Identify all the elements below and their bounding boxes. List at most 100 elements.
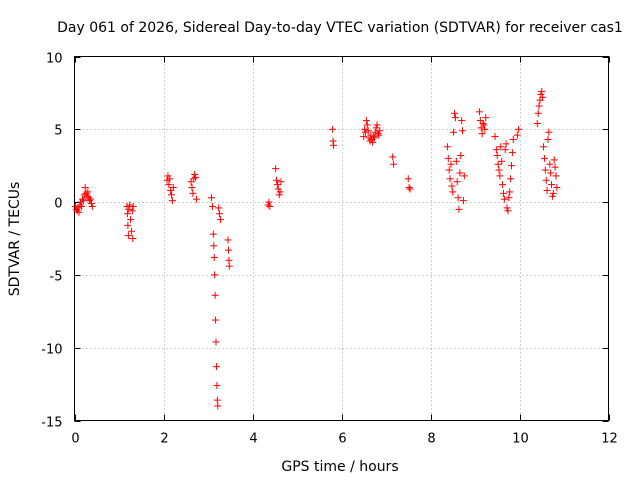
- data-point: [456, 169, 464, 177]
- data-point: [481, 125, 489, 133]
- plot-frame: [74, 56, 609, 421]
- data-point: [76, 201, 84, 209]
- data-point: [480, 121, 488, 129]
- data-point: [277, 178, 285, 186]
- data-point: [364, 127, 372, 135]
- data-point: [192, 195, 200, 203]
- x-axis-label: GPS time / hours: [281, 459, 398, 475]
- data-point: [124, 232, 132, 240]
- x-tick-label: 12: [601, 432, 618, 447]
- data-point: [501, 146, 509, 154]
- data-point: [548, 181, 556, 189]
- data-point: [552, 172, 560, 180]
- data-point: [126, 201, 134, 209]
- data-point: [224, 236, 232, 244]
- data-point: [374, 130, 382, 138]
- x-tick-label: 2: [160, 432, 168, 447]
- data-point: [540, 154, 548, 162]
- data-point: [274, 185, 282, 193]
- data-point: [81, 184, 89, 192]
- data-point: [213, 382, 221, 390]
- data-point: [84, 188, 92, 196]
- data-point: [482, 114, 490, 122]
- data-point: [534, 109, 542, 117]
- data-point: [499, 181, 507, 189]
- x-tick-label: 0: [71, 432, 79, 447]
- data-point: [513, 131, 521, 139]
- data-point: [404, 175, 412, 183]
- data-point: [503, 204, 511, 212]
- x-axis: 0 2 4 6 8 10 12: [71, 56, 618, 447]
- data-point: [124, 221, 132, 229]
- data-point: [208, 202, 216, 210]
- data-point: [448, 182, 456, 190]
- data-point: [212, 316, 220, 324]
- data-point: [329, 125, 337, 133]
- data-point: [475, 108, 483, 116]
- data-point: [459, 197, 467, 205]
- data-point: [498, 157, 506, 165]
- data-point: [369, 138, 377, 146]
- data-point: [363, 121, 371, 129]
- data-point: [455, 205, 463, 213]
- data-point: [82, 189, 90, 197]
- data-point: [87, 200, 95, 208]
- data-point: [538, 87, 546, 95]
- data-point: [168, 191, 176, 199]
- data-point: [127, 216, 135, 224]
- data-point: [502, 140, 510, 148]
- data-point: [389, 153, 397, 161]
- y-tick-label: -10: [41, 343, 62, 358]
- data-point: [479, 119, 487, 127]
- data-point: [83, 192, 91, 200]
- data-point: [507, 162, 515, 170]
- data-point: [190, 175, 198, 183]
- data-point: [508, 149, 516, 157]
- data-point: [273, 176, 281, 184]
- grid-lines: [74, 56, 609, 421]
- data-point: [127, 227, 135, 235]
- data-point: [189, 189, 197, 197]
- data-point: [443, 143, 451, 151]
- data-point: [444, 154, 452, 162]
- data-point: [188, 184, 196, 192]
- data-point: [169, 184, 177, 192]
- data-point: [390, 160, 398, 168]
- data-point: [495, 166, 503, 174]
- data-point: [225, 262, 233, 270]
- data-point: [494, 160, 502, 168]
- data-point: [272, 165, 280, 173]
- data-point: [496, 172, 504, 180]
- data-point: [73, 207, 81, 215]
- data-point: [406, 185, 414, 193]
- data-series: [71, 87, 561, 410]
- data-point: [166, 175, 174, 183]
- data-point: [74, 204, 82, 212]
- data-point: [537, 90, 545, 98]
- data-point: [209, 230, 217, 238]
- data-point: [500, 195, 508, 203]
- data-point: [540, 143, 548, 151]
- data-point: [492, 146, 500, 154]
- data-point: [535, 102, 543, 110]
- data-point: [168, 197, 176, 205]
- data-point: [541, 166, 549, 174]
- data-point: [509, 135, 517, 143]
- data-point: [78, 202, 86, 210]
- data-point: [445, 166, 453, 174]
- data-point: [449, 188, 457, 196]
- data-point: [265, 198, 273, 206]
- x-tick-label: 4: [249, 432, 257, 447]
- data-point: [125, 205, 133, 213]
- data-point: [361, 125, 369, 133]
- data-point: [276, 188, 284, 196]
- data-point: [208, 194, 216, 202]
- data-point: [329, 141, 337, 149]
- data-point: [214, 402, 222, 410]
- data-point: [545, 128, 553, 136]
- data-point: [215, 204, 223, 212]
- y-axis: -15 -10 -5 0 5 10: [41, 52, 609, 431]
- data-point: [212, 338, 220, 346]
- data-point: [451, 114, 459, 122]
- data-point: [362, 117, 370, 125]
